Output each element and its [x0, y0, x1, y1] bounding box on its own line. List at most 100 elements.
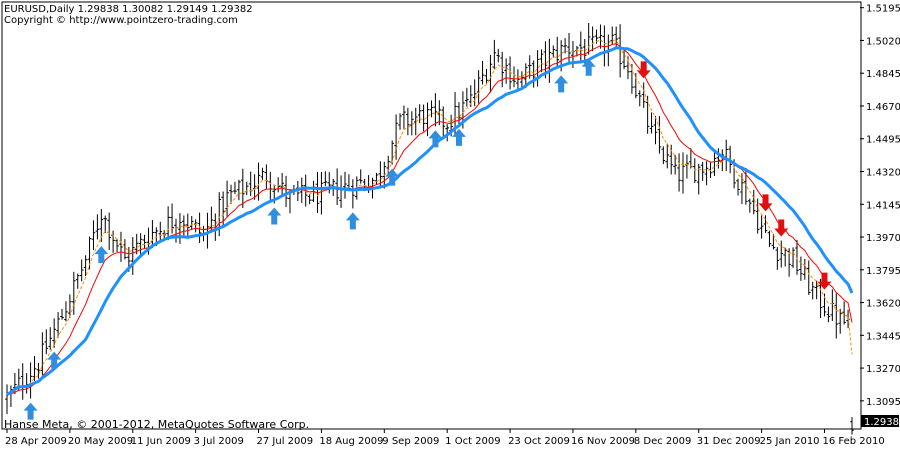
ohlc-bar [36, 362, 41, 379]
ohlc-bar [197, 212, 202, 243]
y-tick-label: 1.46700 [866, 102, 900, 113]
ohlc-bar [748, 198, 752, 213]
ohlc-bar [799, 256, 803, 281]
ohlc-bar [264, 164, 269, 190]
ohlc-bar [24, 373, 29, 394]
ohlc-bar [123, 239, 127, 260]
ohlc-bar [185, 213, 190, 237]
plot-frame [1, 1, 862, 430]
y-tick-label: 1.48450 [866, 69, 900, 80]
ohlc-bar [531, 60, 536, 88]
ohlc-bar [284, 175, 288, 208]
ohlc-bar [95, 214, 100, 240]
ohlc-bar [661, 146, 666, 165]
x-tick-label: 31 Dec 2009 [697, 436, 761, 447]
ohlc-bar [724, 139, 729, 172]
ohlc-bar [103, 215, 108, 233]
ohlc-bar [68, 294, 72, 318]
ohlc-bar [130, 237, 135, 275]
ohlc-bar [107, 212, 111, 250]
ohlc-bar [142, 234, 147, 249]
ohlc-bar [480, 60, 485, 85]
buy-arrow-icon [94, 246, 109, 264]
ohlc-bar [445, 124, 449, 142]
ohlc-bar [48, 327, 53, 350]
x-tick-label: 16 Nov 2009 [571, 436, 635, 447]
y-tick-label: 1.30950 [866, 397, 900, 408]
ohlc-bar [378, 161, 383, 187]
ohlc-bar [504, 58, 508, 84]
ohlc-bar [189, 215, 194, 231]
current-price-label: 1.29382 [861, 415, 900, 428]
ohlc-bar [775, 247, 780, 270]
buy-arrow-icon [451, 128, 466, 146]
price-label-text: 1.29382 [864, 417, 900, 428]
ohlc-bar [618, 24, 622, 78]
x-tick-label: 23 Oct 2009 [508, 436, 570, 447]
ohlc-bar [579, 31, 583, 61]
ohlc-bar [563, 38, 567, 54]
y-axis: 1.51950 1.50200 1.48450 1.46700 1.44950 1.432… [860, 4, 900, 408]
ohlc-bar [315, 171, 320, 213]
ohlc-bar [182, 215, 186, 238]
ohlc-bar [669, 144, 674, 175]
ohlc-bar [158, 221, 163, 241]
ohlc-bar [500, 51, 505, 88]
ohlc-bar [327, 172, 332, 194]
ohlc-bar [358, 169, 363, 184]
ohlc-bar [429, 100, 434, 118]
ohlc-bar [472, 79, 477, 107]
ohlc-bar [276, 177, 280, 193]
ohlc-bar [736, 178, 740, 196]
ohlc-bar [205, 212, 210, 249]
ohlc-bar [410, 111, 414, 136]
ohlc-bar [52, 318, 56, 348]
fast-ma-line [6, 38, 853, 396]
buy-arrow-icon [345, 212, 360, 230]
x-tick-label: 25 Jan 2010 [760, 436, 820, 447]
ohlc-bar [850, 417, 854, 435]
ohlc-bar [20, 363, 25, 400]
ohlc-bar [174, 218, 178, 243]
ohlc-bar [421, 104, 426, 132]
footer-copyright: Hanse Meta, © 2001-2012, MetaQuotes Soft… [4, 418, 310, 431]
ohlc-bar [244, 181, 249, 196]
ohlc-bar [488, 54, 493, 93]
ohlc-bar [56, 312, 60, 338]
x-tick-label: 20 May 2009 [68, 436, 133, 447]
ohlc-bar [225, 180, 229, 217]
ohlc-bar [44, 329, 49, 355]
ohlc-bar [665, 143, 670, 169]
y-tick-label: 1.39700 [866, 233, 900, 244]
price-label-box [861, 415, 899, 427]
ohlc-bar [567, 33, 571, 65]
ohlc-bar [716, 148, 721, 169]
ohlc-bar [740, 173, 744, 205]
buy-arrow-icon [581, 58, 596, 76]
ohlc-bar [465, 87, 469, 107]
buy-arrow-icon [428, 130, 443, 148]
y-tick-label: 1.50200 [866, 36, 900, 47]
ohlc-bar [193, 219, 198, 233]
x-tick-label: 28 Apr 2009 [5, 436, 67, 447]
ohlc-bar [814, 280, 819, 300]
buy-arrow-icon [385, 168, 400, 186]
buy-arrow-icon [47, 351, 62, 369]
ohlc-bar [551, 45, 556, 58]
ohlc-bar [64, 301, 68, 322]
ohlc-bar [520, 71, 524, 89]
ohlc-bar [641, 82, 646, 108]
symbol-ohlc-header: EURUSD,Daily 1.29838 1.30082 1.29149 1.2… [4, 4, 253, 15]
ohlc-bar [40, 332, 45, 376]
ohlc-bar [795, 239, 799, 275]
y-tick-label: 1.32700 [866, 364, 900, 375]
ohlc-bar [673, 155, 677, 175]
buy-arrow-icon [23, 402, 38, 420]
ohlc-bar [838, 308, 843, 334]
x-tick-label: 11 Jun 2009 [131, 436, 191, 447]
ohlc-bar [343, 171, 347, 199]
ohlc-bar [237, 179, 241, 201]
ohlc-bar [751, 189, 756, 215]
ohlc-bar [649, 112, 654, 134]
